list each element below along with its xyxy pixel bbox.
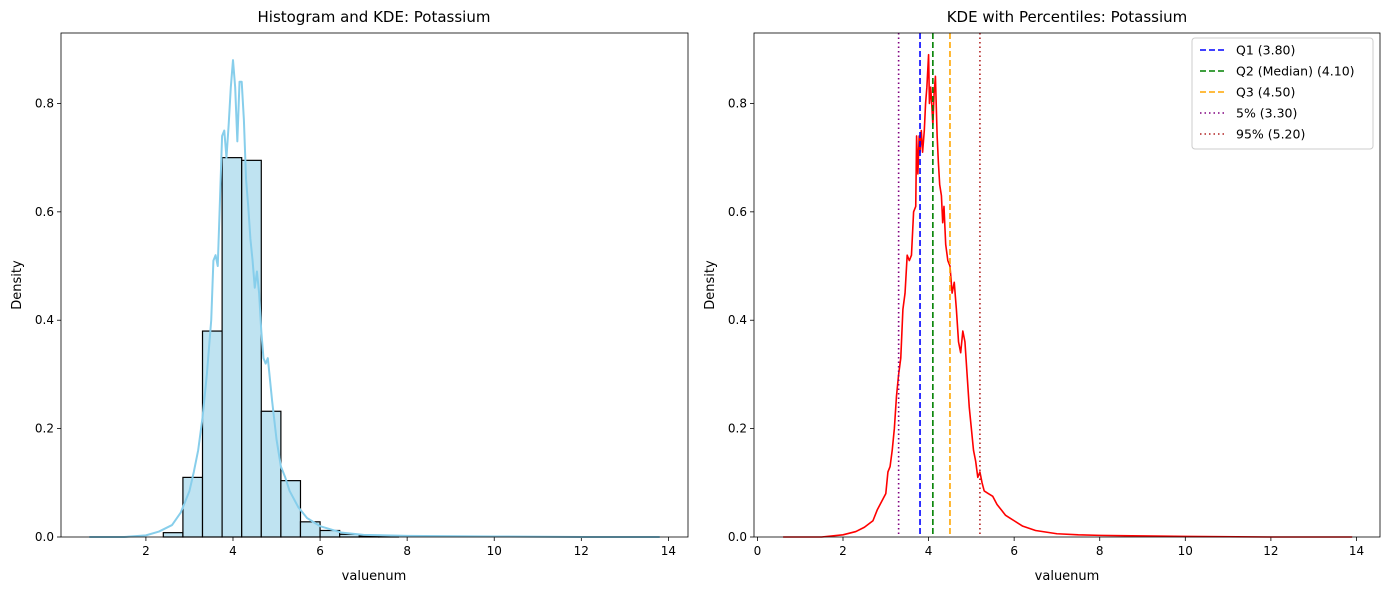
- legend-entry-label: Q2 (Median) (4.10): [1236, 64, 1355, 79]
- histogram-bar: [260, 410, 282, 538]
- right-y-tick-label: 0.4: [728, 313, 747, 327]
- right-x-tick-label: 6: [1010, 544, 1018, 558]
- left-x-tick-label: 12: [574, 544, 589, 558]
- left-x-tick-label: 2: [142, 544, 150, 558]
- right-x-tick-label: 4: [925, 544, 933, 558]
- histogram-bar: [241, 159, 262, 538]
- right-y-tick-label: 0.8: [728, 96, 747, 110]
- legend-entry-label: Q3 (4.50): [1236, 85, 1295, 100]
- right-x-tick-label: 0: [754, 544, 762, 558]
- right-chart-title: KDE with Percentiles: Potassium: [947, 8, 1188, 26]
- histogram-bar: [182, 476, 204, 538]
- histogram-bar: [201, 330, 223, 538]
- legend-entry-label: 95% (5.20): [1236, 127, 1305, 142]
- right-x-tick-label: 10: [1178, 544, 1193, 558]
- right-plot-area: 0 2 4 6 8 10 12 14 0.0 0.2 0.4 0.6 0.8 Q1 (3.80) Q2 (M…: [728, 32, 1381, 558]
- histogram-bar: [280, 480, 302, 538]
- left-axes-frame: [60, 32, 689, 538]
- left-y-tick-label: 0.2: [35, 422, 54, 436]
- right-axes-frame: [753, 32, 1381, 538]
- left-y-tick-label: 0.0: [35, 530, 54, 544]
- left-x-axis-label: valuenum: [342, 569, 407, 584]
- right-y-axis-label: Density: [703, 260, 718, 310]
- right-y-tick-label: 0.2: [728, 422, 747, 436]
- right-x-tick-label: 14: [1349, 544, 1364, 558]
- left-y-axis-label: Density: [10, 260, 25, 310]
- left-x-tick-label: 10: [487, 544, 502, 558]
- kde-percentiles-panel: KDE with Percentiles: Potassium valuenum…: [703, 8, 1381, 584]
- left-x-tick-label: 6: [316, 544, 324, 558]
- right-x-tick-label: 8: [1096, 544, 1104, 558]
- right-y-tick-label: 0.6: [728, 205, 747, 219]
- left-plot-area: 2 4 6 8 10 12 14 0.0 0.2 0.4 0.6 0.8: [35, 32, 689, 558]
- left-y-tick-label: 0.8: [35, 96, 54, 110]
- histogram-bar: [221, 157, 243, 538]
- kde-series-line: [783, 53, 1353, 538]
- right-y-tick-label: 0.0: [728, 530, 747, 544]
- left-y-tick-label: 0.6: [35, 205, 54, 219]
- left-x-tick-label: 8: [403, 544, 411, 558]
- kde-curve-line: [89, 59, 660, 538]
- legend-box: [1191, 37, 1374, 150]
- left-y-tick-label: 0.4: [35, 313, 54, 327]
- histogram-bar: [162, 532, 184, 538]
- right-x-tick-label: 12: [1263, 544, 1278, 558]
- right-x-tick-label: 2: [839, 544, 847, 558]
- legend-entry-label: 5% (3.30): [1236, 106, 1297, 121]
- left-x-tick-label: 14: [661, 544, 676, 558]
- right-x-axis-label: valuenum: [1035, 569, 1100, 584]
- legend-entry-label: Q1 (3.80): [1236, 43, 1295, 58]
- left-x-tick-label: 4: [229, 544, 237, 558]
- left-chart-title: Histogram and KDE: Potassium: [258, 8, 491, 26]
- histogram-panel: Histogram and KDE: Potassium valuenum De…: [10, 8, 689, 584]
